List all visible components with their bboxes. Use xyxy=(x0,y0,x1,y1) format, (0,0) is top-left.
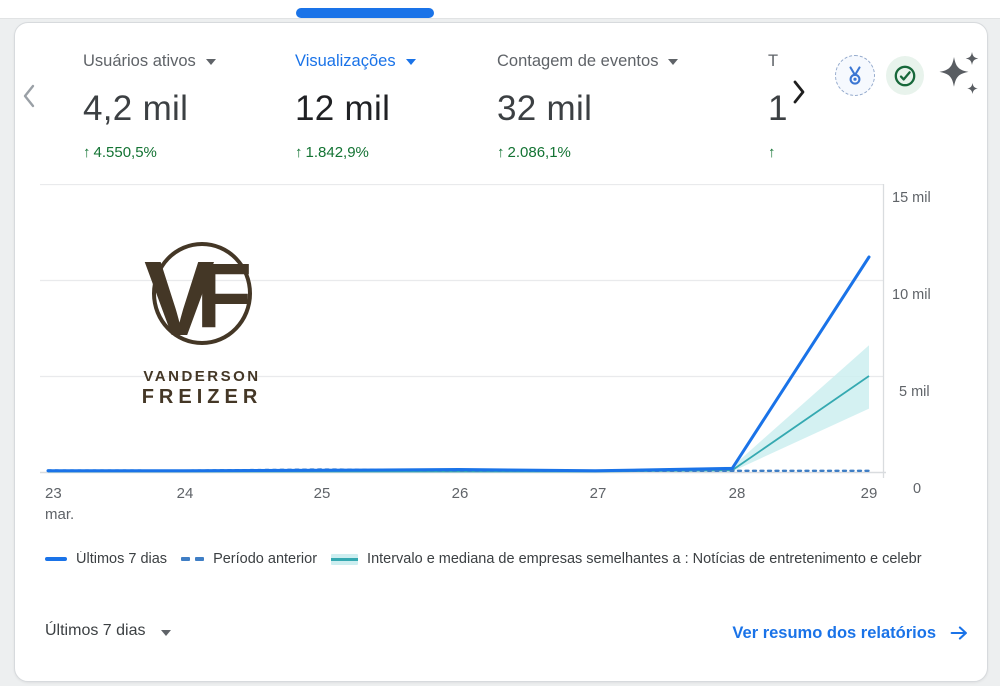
tab-strip xyxy=(0,0,1000,19)
legend-label: Período anterior xyxy=(213,551,318,567)
chevron-right-icon xyxy=(793,80,805,104)
metric-delta-value: 2.086,1% xyxy=(507,144,571,161)
metric-delta: ↑ 2.086,1% xyxy=(497,144,678,161)
medal-badge-button[interactable] xyxy=(835,55,875,96)
x-tick-29: 29 xyxy=(860,485,878,502)
x-tick-27: 27 xyxy=(589,485,607,502)
insights-sparkle-button[interactable] xyxy=(934,50,980,103)
watermark-circle xyxy=(152,242,252,345)
x-axis-month-label: mar. xyxy=(45,506,75,523)
metric-delta: ↑ 1.842,9% xyxy=(295,144,416,161)
scroll-metrics-right-button[interactable] xyxy=(789,78,809,111)
view-reports-summary-label: Ver resumo dos relatórios xyxy=(732,623,936,642)
chevron-left-icon xyxy=(23,84,35,108)
active-tab-indicator[interactable] xyxy=(296,8,434,18)
metric-value: 32 mil xyxy=(497,89,593,128)
up-arrow-icon: ↑ xyxy=(295,144,303,161)
chevron-down-icon[interactable] xyxy=(205,59,216,65)
sparkle-stars-icon xyxy=(939,52,979,94)
time-series-chart[interactable] xyxy=(40,184,886,484)
metric-value: 1 xyxy=(768,89,788,128)
y-tick-10mil: 10 mil xyxy=(892,287,931,303)
view-reports-summary-link[interactable]: Ver resumo dos relatórios xyxy=(732,622,970,644)
metric-delta-value: 4.550,5% xyxy=(93,144,157,161)
legend-item-last-7-days: Últimos 7 dias xyxy=(45,551,167,567)
last-7-days-line xyxy=(46,255,871,473)
metric-label: Usuários ativos xyxy=(83,51,196,70)
check-circle-icon xyxy=(894,65,916,86)
legend-label: Últimos 7 dias xyxy=(76,551,168,567)
watermark-name-line2: FREIZER xyxy=(141,386,263,408)
legend-item-previous-period: Período anterior xyxy=(181,551,317,567)
snapshot-card xyxy=(14,22,988,682)
dashed-line-swatch-icon xyxy=(181,556,205,562)
metric-views[interactable]: Visualizações 12 mil ↑ 1.842,9% xyxy=(295,50,416,161)
up-arrow-icon: ↑ xyxy=(83,144,91,161)
watermark-monogram-f: F xyxy=(196,245,253,347)
metric-label: Contagem de eventos xyxy=(497,51,659,70)
date-range-dropdown[interactable]: Últimos 7 dias xyxy=(45,622,172,640)
metric-event-count[interactable]: Contagem de eventos 32 mil ↑ 2.086,1% xyxy=(497,50,679,161)
x-tick-24: 24 xyxy=(176,485,194,502)
metric-label: T xyxy=(768,51,779,70)
y-tick-15mil: 15 mil xyxy=(892,190,931,206)
metric-delta-value: 1.842,9% xyxy=(305,144,369,161)
x-tick-26: 26 xyxy=(451,485,469,502)
y-tick-5mil: 5 mil xyxy=(899,384,930,400)
metric-truncated[interactable]: T 1 ↑ xyxy=(768,50,794,162)
metric-value: 12 mil xyxy=(295,89,391,128)
y-tick-0: 0 xyxy=(913,481,922,497)
x-tick-25: 25 xyxy=(313,485,331,502)
legend-item-benchmark: Intervalo e mediana de empresas semelhan… xyxy=(331,551,922,567)
metric-delta: ↑ 4.550,5% xyxy=(83,144,216,161)
up-arrow-icon: ↑ xyxy=(497,144,505,161)
metric-active-users[interactable]: Usuários ativos 4,2 mil ↑ 4.550,5% xyxy=(83,50,216,161)
chevron-down-icon[interactable] xyxy=(405,59,416,65)
date-range-label: Últimos 7 dias xyxy=(45,622,146,639)
chevron-down-icon xyxy=(161,629,172,636)
metric-label: Visualizações xyxy=(295,51,396,70)
medal-icon xyxy=(849,65,861,85)
x-tick-28: 28 xyxy=(728,485,746,502)
up-arrow-icon: ↑ xyxy=(768,144,776,161)
scroll-metrics-left-button[interactable] xyxy=(20,82,38,115)
arrow-right-icon xyxy=(950,626,967,640)
verified-check-button[interactable] xyxy=(886,56,924,95)
solid-line-swatch-icon xyxy=(45,557,67,561)
watermark-name-line1: VANDERSON xyxy=(143,368,261,385)
band-swatch-icon xyxy=(331,553,359,565)
chevron-down-icon[interactable] xyxy=(668,59,679,65)
metric-delta: ↑ xyxy=(768,144,794,161)
x-tick-23: 23 xyxy=(45,485,62,502)
metric-value: 4,2 mil xyxy=(83,89,189,128)
vanderson-freizer-watermark: V F VANDERSON FREIZER xyxy=(142,238,261,418)
chart-legend: Últimos 7 dias Período anterior Interval… xyxy=(45,551,985,567)
watermark-monogram-v: V xyxy=(144,240,215,358)
legend-label: Intervalo e mediana de empresas semelhan… xyxy=(367,551,922,567)
